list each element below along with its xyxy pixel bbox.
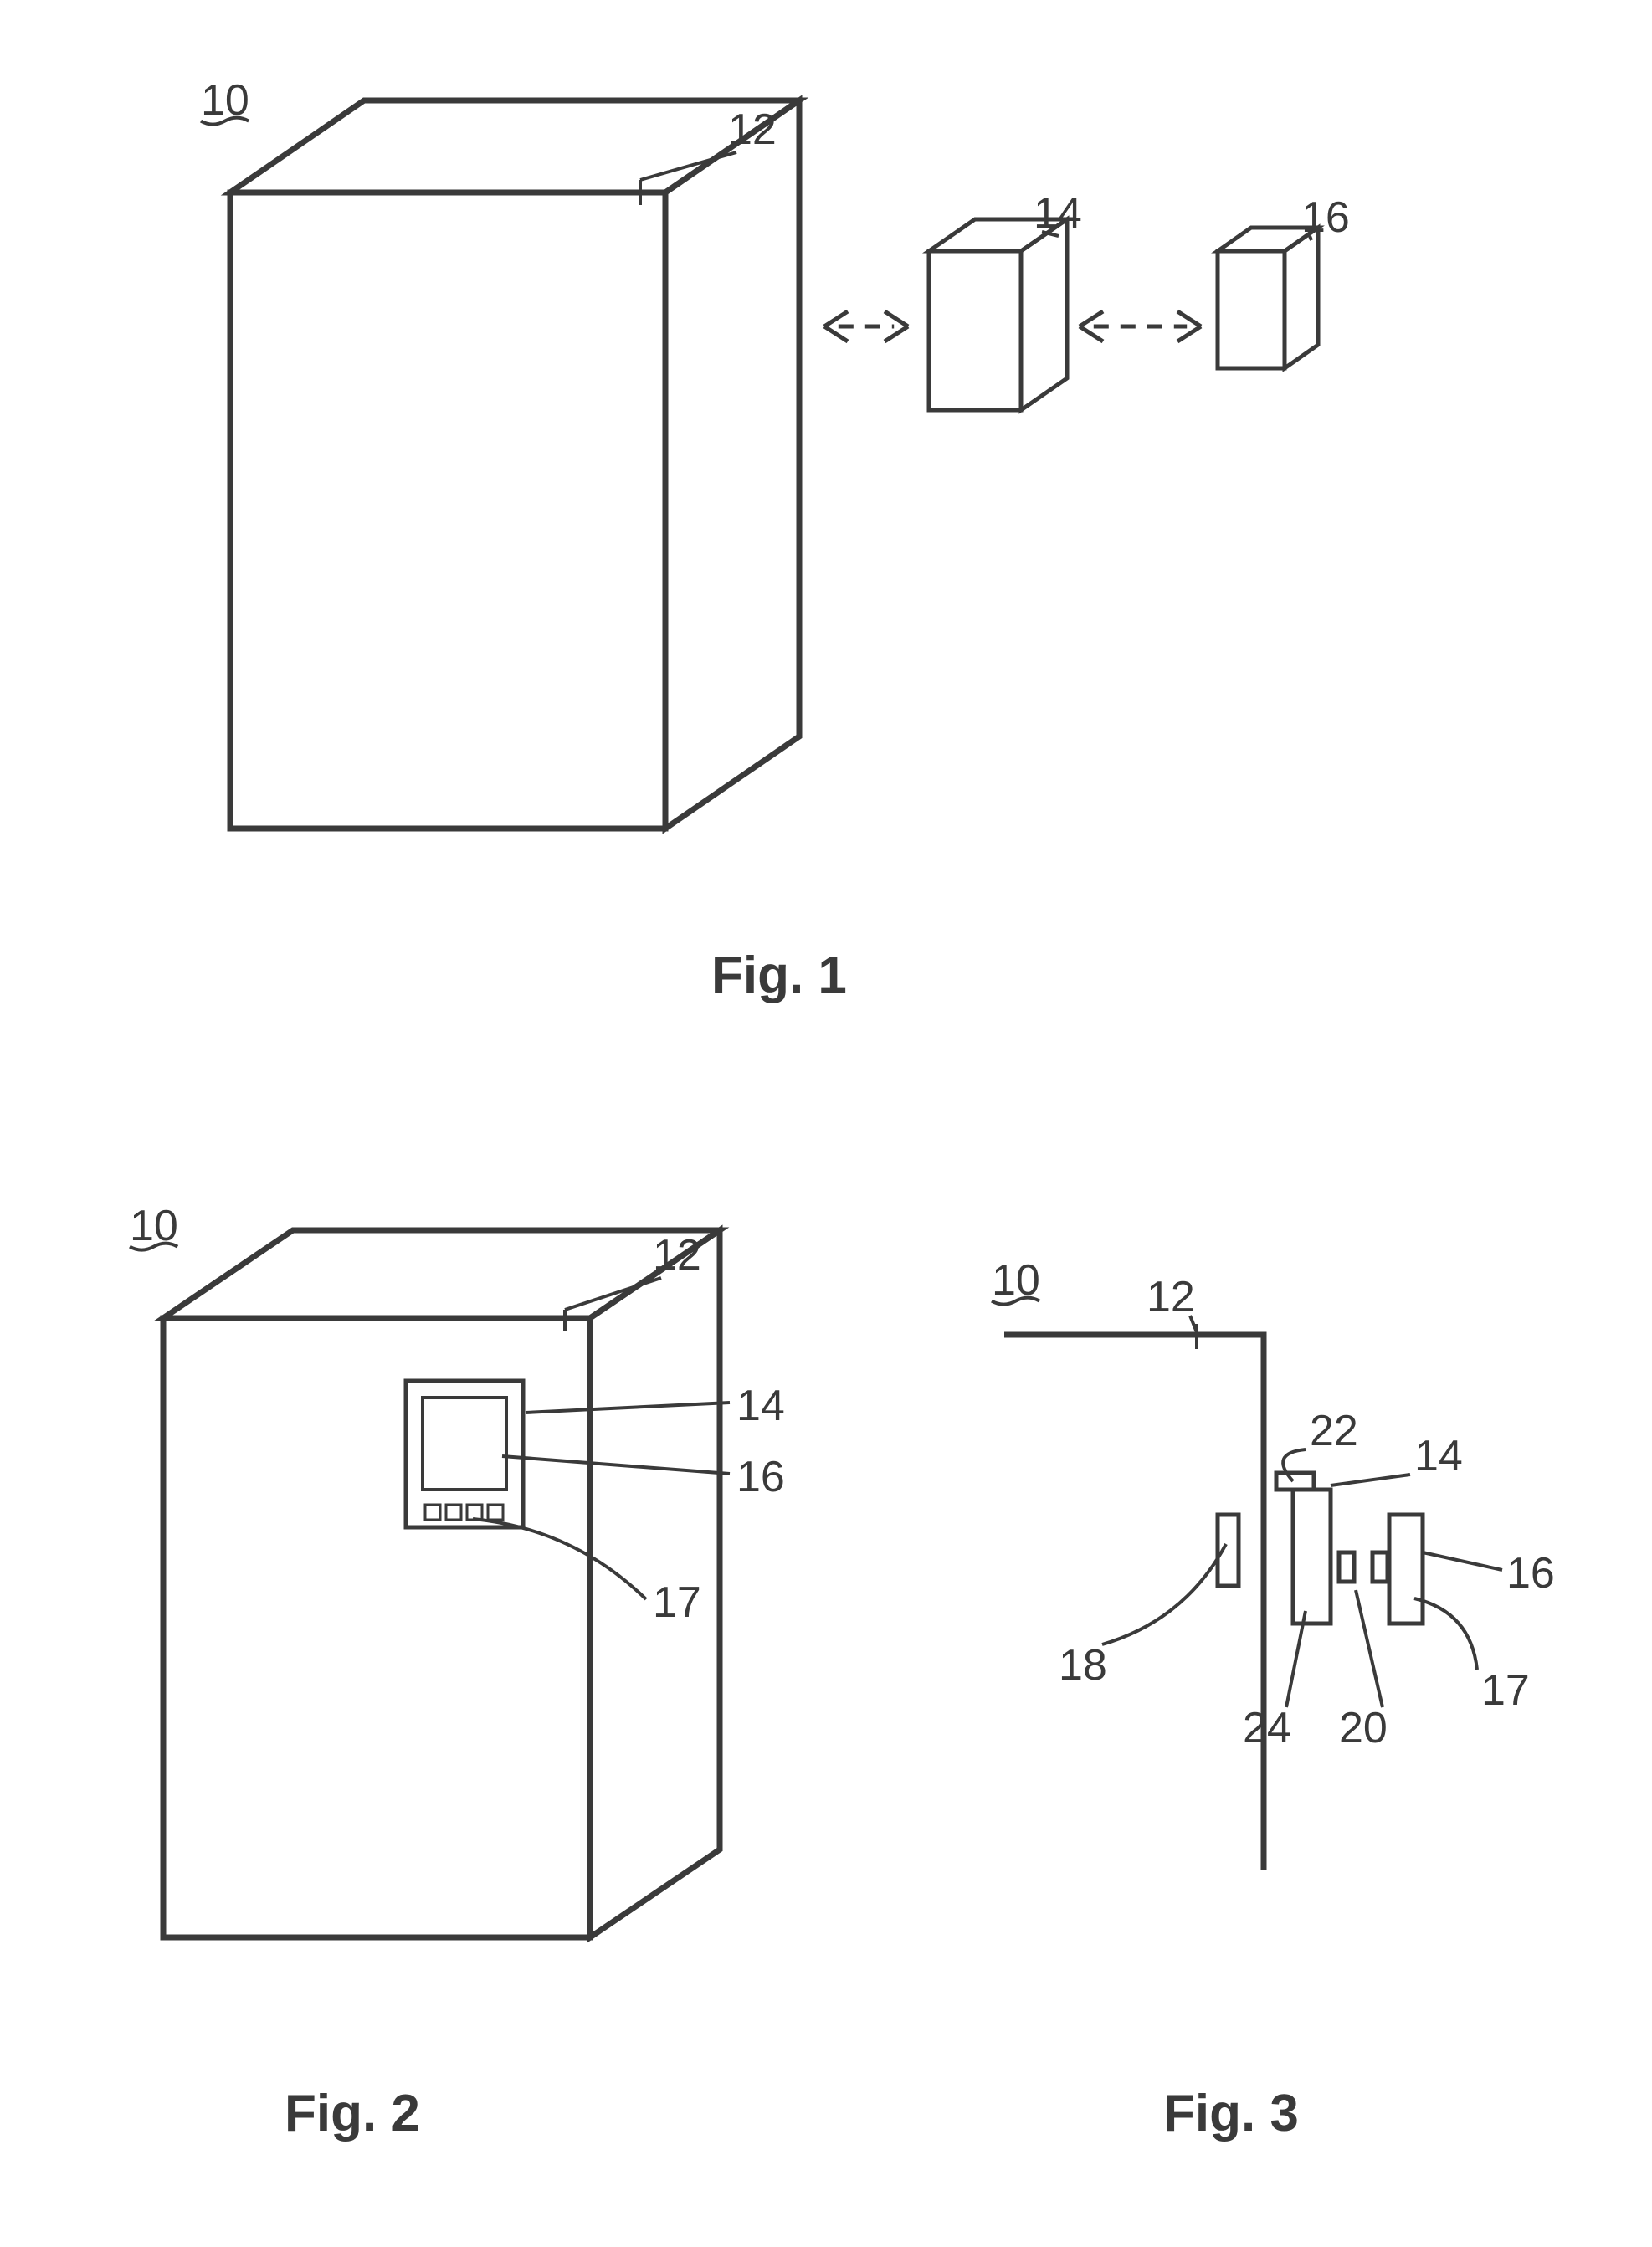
fig1-caption: Fig. 1 bbox=[711, 946, 847, 1005]
ref-label-17: 17 bbox=[1481, 1665, 1530, 1716]
ref-label-10: 10 bbox=[201, 75, 249, 126]
ref-label-12: 12 bbox=[653, 1230, 701, 1280]
ref-label-10: 10 bbox=[992, 1255, 1040, 1306]
ref-label-12: 12 bbox=[728, 105, 777, 155]
ref-label-14: 14 bbox=[736, 1381, 785, 1431]
ref-label-16: 16 bbox=[736, 1452, 785, 1502]
figure-3 bbox=[1004, 1316, 1502, 1870]
ref-label-12: 12 bbox=[1147, 1272, 1195, 1322]
fig2-caption: Fig. 2 bbox=[285, 2084, 420, 2143]
figure-1 bbox=[230, 100, 1318, 829]
ref-label-14: 14 bbox=[1034, 188, 1082, 239]
fig3-caption: Fig. 3 bbox=[1163, 2084, 1299, 2143]
figure-2 bbox=[163, 1230, 730, 1937]
diagram-canvas bbox=[0, 0, 1652, 2247]
ref-label-17: 17 bbox=[653, 1578, 701, 1628]
ref-label-20: 20 bbox=[1339, 1703, 1388, 1753]
ref-label-24: 24 bbox=[1243, 1703, 1291, 1753]
ref-label-10: 10 bbox=[130, 1201, 178, 1251]
ref-label-16: 16 bbox=[1301, 192, 1350, 243]
ref-label-16: 16 bbox=[1506, 1548, 1555, 1598]
ref-label-14: 14 bbox=[1414, 1431, 1463, 1481]
ref-label-18: 18 bbox=[1059, 1640, 1107, 1690]
ref-label-22: 22 bbox=[1310, 1406, 1358, 1456]
